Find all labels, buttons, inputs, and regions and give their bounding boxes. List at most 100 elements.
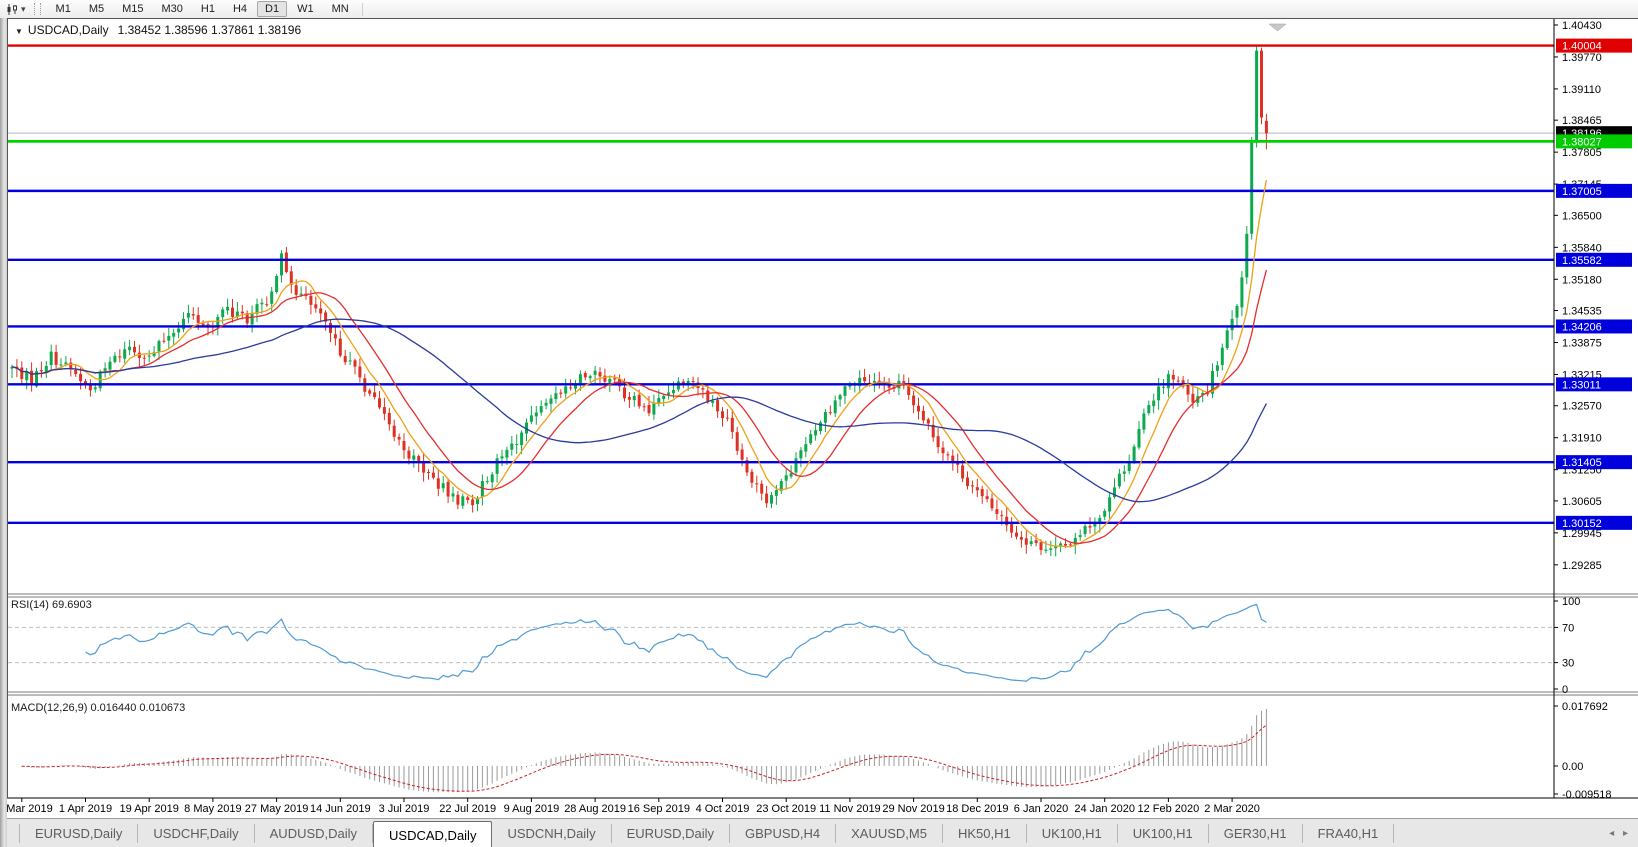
svg-text:1.35582: 1.35582 bbox=[1562, 255, 1602, 267]
chart-tab-gbpusd-h4[interactable]: GBPUSD,H4 bbox=[730, 824, 837, 843]
price-chart-canvas[interactable]: 1.404301.397701.391101.384651.378051.371… bbox=[7, 18, 1638, 818]
svg-text:28 Aug 2019: 28 Aug 2019 bbox=[564, 803, 626, 815]
rsi-axis-label: 70 bbox=[1562, 622, 1574, 634]
candlestick-series bbox=[10, 44, 1268, 557]
chart-tab-usdchf-daily[interactable]: USDCHF,Daily bbox=[138, 824, 255, 843]
timeframe-button-w1[interactable]: W1 bbox=[297, 3, 314, 15]
collapse-arrow-icon[interactable]: ▼ bbox=[15, 27, 23, 36]
svg-text:1.31910: 1.31910 bbox=[1562, 433, 1602, 445]
timeframe-button-m15[interactable]: M15 bbox=[122, 3, 144, 15]
chart-symbol-period: USDCAD,Daily bbox=[27, 23, 109, 37]
timeframe-button-m5[interactable]: M5 bbox=[88, 3, 105, 15]
svg-text:11 Nov 2019: 11 Nov 2019 bbox=[819, 803, 881, 815]
svg-text:1.34535: 1.34535 bbox=[1562, 306, 1602, 318]
timeframe-button-h1[interactable]: H1 bbox=[200, 3, 215, 15]
chart-tab-ger30-h1[interactable]: GER30,H1 bbox=[1209, 824, 1303, 843]
svg-text:3 Jul 2019: 3 Jul 2019 bbox=[379, 803, 430, 815]
timeframe-button-d1[interactable]: D1 bbox=[257, 1, 288, 17]
chart-shift-marker[interactable] bbox=[1268, 23, 1287, 32]
svg-text:16 Sep 2019: 16 Sep 2019 bbox=[628, 803, 690, 815]
timeframe-buttons: M1 M5 M15 M30 H1 H4 D1 W1 MN bbox=[47, 1, 358, 17]
svg-text:1.40430: 1.40430 bbox=[1562, 20, 1602, 32]
svg-text:6 Jan 2020: 6 Jan 2020 bbox=[1014, 803, 1068, 815]
svg-text:1.34206: 1.34206 bbox=[1562, 321, 1602, 333]
window-edge bbox=[0, 18, 7, 847]
svg-text:1.30605: 1.30605 bbox=[1562, 496, 1602, 508]
chart-tab-bar: EURUSD,Daily USDCHF,Daily AUDUSD,Daily USDC… bbox=[7, 818, 1638, 847]
svg-text:1.33011: 1.33011 bbox=[1562, 379, 1601, 391]
chart-ohlc-values: 1.38452 1.38596 1.37861 1.38196 bbox=[117, 23, 302, 37]
price-label-1.40004: 1.40004 bbox=[1556, 38, 1632, 53]
chart-tab-uk100-h1[interactable]: UK100,H1 bbox=[1027, 824, 1118, 843]
chart-window[interactable]: 1.404301.397701.391101.384651.378051.371… bbox=[7, 18, 1638, 847]
svg-text:23 Oct 2019: 23 Oct 2019 bbox=[756, 803, 816, 815]
svg-text:1.32570: 1.32570 bbox=[1562, 401, 1602, 413]
svg-text:1.35180: 1.35180 bbox=[1562, 274, 1602, 286]
svg-text:1.29285: 1.29285 bbox=[1562, 560, 1602, 572]
price-label-1.35582: 1.35582 bbox=[1556, 252, 1632, 267]
svg-text:8 May 2019: 8 May 2019 bbox=[184, 803, 241, 815]
svg-text:1.37805: 1.37805 bbox=[1562, 147, 1602, 159]
price-label-1.33011: 1.33011 bbox=[1556, 377, 1632, 392]
dropdown-caret-icon[interactable]: ▾ bbox=[21, 3, 26, 14]
toolbar-separator bbox=[361, 2, 363, 16]
timeframe-button-m1[interactable]: M1 bbox=[55, 3, 71, 15]
svg-text:1.37005: 1.37005 bbox=[1562, 186, 1602, 198]
svg-text:27 May 2019: 27 May 2019 bbox=[245, 803, 309, 815]
chart-tabs: EURUSD,Daily USDCHF,Daily AUDUSD,Daily USDC… bbox=[19, 819, 1395, 847]
chart-tab-usdcnh-daily[interactable]: USDCNH,Daily bbox=[492, 824, 612, 843]
svg-text:1.29945: 1.29945 bbox=[1562, 528, 1602, 540]
macd-signal-line bbox=[21, 724, 1267, 792]
price-label-1.38027: 1.38027 bbox=[1556, 134, 1632, 149]
time-axis-labels: 13 Mar 2019 1 Apr 2019 19 Apr 2019 8 May 20… bbox=[7, 798, 1260, 815]
timeframe-toolbar: ▾ M1 M5 M15 M30 H1 H4 D1 W1 MN bbox=[0, 0, 1638, 19]
toolbar-grip bbox=[33, 3, 41, 15]
price-label-1.37005: 1.37005 bbox=[1556, 183, 1632, 198]
rsi-line bbox=[85, 603, 1267, 682]
chart-tab-hk50-h1[interactable]: HK50,H1 bbox=[943, 824, 1027, 843]
svg-text:13 Mar 2019: 13 Mar 2019 bbox=[7, 803, 53, 815]
rsi-indicator-label: RSI(14) 69.6903 bbox=[11, 599, 92, 611]
chart-tab-audusd-daily[interactable]: AUDUSD,Daily bbox=[255, 824, 374, 843]
rsi-axis-label: 30 bbox=[1562, 658, 1574, 670]
macd-histogram bbox=[21, 708, 1267, 793]
svg-text:1.35840: 1.35840 bbox=[1562, 242, 1602, 254]
svg-text:22 Jul 2019: 22 Jul 2019 bbox=[439, 803, 496, 815]
svg-text:1.31405: 1.31405 bbox=[1562, 457, 1602, 469]
svg-text:14 Jun 2019: 14 Jun 2019 bbox=[310, 803, 371, 815]
chart-tab-fra40-h1[interactable]: FRA40,H1 bbox=[1303, 824, 1395, 843]
fast-ma-line bbox=[11, 179, 1268, 548]
macd-axis-label: 0.017692 bbox=[1562, 701, 1608, 713]
svg-text:4 Oct 2019: 4 Oct 2019 bbox=[696, 803, 750, 815]
tab-scroll-arrows: ◂ ▸ bbox=[1603, 828, 1628, 839]
svg-text:12 Feb 2020: 12 Feb 2020 bbox=[1138, 803, 1200, 815]
tab-scroll-right-icon[interactable]: ▸ bbox=[1622, 828, 1628, 839]
rsi-axis-label: 0 bbox=[1562, 684, 1568, 696]
timeframe-button-mn[interactable]: MN bbox=[331, 3, 349, 15]
chart-tab-uk100-h1[interactable]: UK100,H1 bbox=[1118, 824, 1209, 843]
tab-scroll-left-icon[interactable]: ◂ bbox=[1609, 828, 1615, 839]
mid-ma-line bbox=[11, 269, 1268, 544]
macd-axis-label: -0.009518 bbox=[1562, 789, 1612, 801]
svg-text:1.33875: 1.33875 bbox=[1562, 337, 1602, 349]
chart-title: ▼ USDCAD,Daily 1.38452 1.38596 1.37861 1.3… bbox=[15, 23, 301, 37]
timeframe-button-h4[interactable]: H4 bbox=[232, 3, 248, 15]
svg-text:1.39770: 1.39770 bbox=[1562, 52, 1602, 64]
svg-text:1.30152: 1.30152 bbox=[1562, 518, 1602, 530]
price-label-1.34206: 1.34206 bbox=[1556, 319, 1632, 334]
svg-text:9 Aug 2019: 9 Aug 2019 bbox=[504, 803, 560, 815]
chart-tab-eurusd-daily[interactable]: EURUSD,Daily bbox=[612, 824, 730, 843]
svg-text:2 Mar 2020: 2 Mar 2020 bbox=[1204, 803, 1260, 815]
chart-tab-xauusd-m5[interactable]: XAUUSD,M5 bbox=[836, 824, 943, 843]
macd-axis-label: 0.00 bbox=[1562, 761, 1583, 773]
price-label-1.31405: 1.31405 bbox=[1556, 455, 1632, 470]
chart-type-icon[interactable] bbox=[4, 2, 20, 16]
svg-text:19 Apr 2019: 19 Apr 2019 bbox=[120, 803, 179, 815]
svg-text:1 Apr 2019: 1 Apr 2019 bbox=[59, 803, 112, 815]
timeframe-button-m30[interactable]: M30 bbox=[161, 3, 183, 15]
chart-tab-usdcad-daily[interactable]: USDCAD,Daily bbox=[373, 821, 493, 847]
chart-tab-eurusd-daily[interactable]: EURUSD,Daily bbox=[19, 824, 139, 843]
svg-text:1.39110: 1.39110 bbox=[1562, 84, 1601, 96]
svg-text:1.40004: 1.40004 bbox=[1562, 41, 1602, 53]
